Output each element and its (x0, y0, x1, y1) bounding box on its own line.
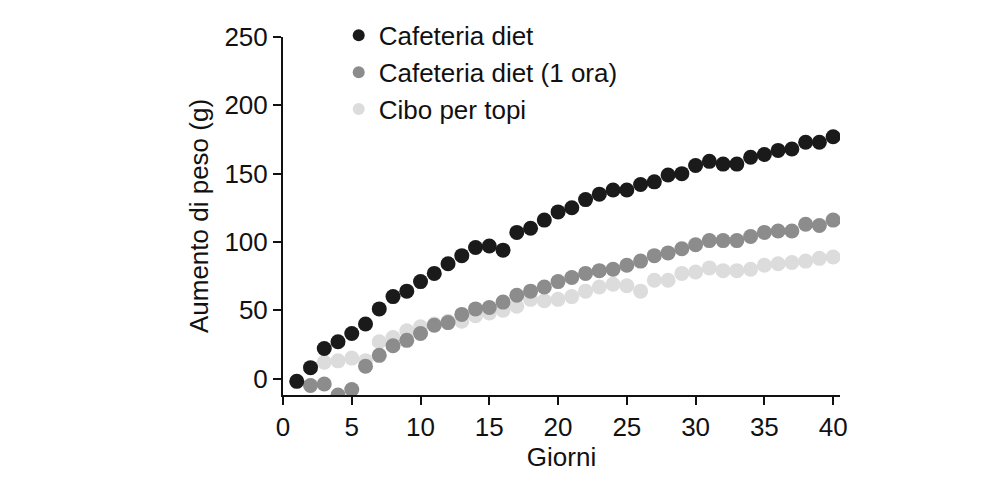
svg-text:25: 25 (612, 412, 641, 442)
svg-text:Cafeteria diet (1 ora): Cafeteria diet (1 ora) (379, 58, 617, 88)
svg-text:Cafeteria diet: Cafeteria diet (379, 21, 534, 51)
svg-text:Aumento di peso (g): Aumento di peso (g) (184, 99, 214, 333)
svg-text:150: 150 (224, 159, 267, 189)
svg-text:50: 50 (239, 295, 268, 325)
svg-text:40: 40 (819, 412, 848, 442)
svg-text:Giorni: Giorni (527, 442, 596, 472)
svg-text:Cibo per topi: Cibo per topi (379, 95, 526, 125)
svg-text:0: 0 (276, 412, 290, 442)
svg-text:0: 0 (253, 364, 267, 394)
svg-text:15: 15 (475, 412, 504, 442)
svg-text:20: 20 (544, 412, 573, 442)
svg-text:5: 5 (345, 412, 359, 442)
svg-text:30: 30 (681, 412, 710, 442)
svg-text:100: 100 (224, 227, 267, 257)
svg-text:35: 35 (750, 412, 779, 442)
svg-text:250: 250 (224, 22, 267, 52)
svg-text:200: 200 (224, 90, 267, 120)
svg-text:10: 10 (406, 412, 435, 442)
